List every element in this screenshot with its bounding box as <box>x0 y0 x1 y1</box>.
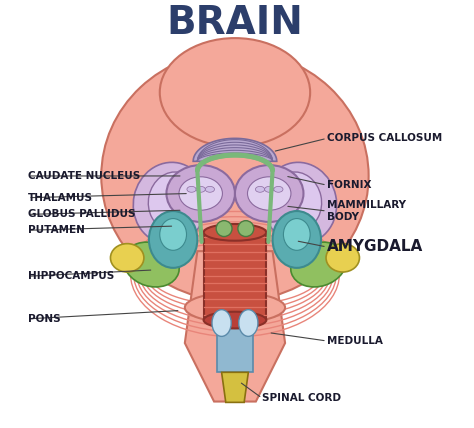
Ellipse shape <box>283 219 310 250</box>
Ellipse shape <box>263 162 337 244</box>
Polygon shape <box>218 320 253 372</box>
Ellipse shape <box>204 312 266 328</box>
Polygon shape <box>185 251 285 401</box>
Text: THALAMUS: THALAMUS <box>28 193 93 203</box>
Ellipse shape <box>247 177 291 210</box>
Ellipse shape <box>148 172 199 230</box>
Text: CAUDATE NUCLEUS: CAUDATE NUCLEUS <box>28 171 140 181</box>
Ellipse shape <box>239 309 258 336</box>
Ellipse shape <box>271 172 322 230</box>
Ellipse shape <box>187 187 196 192</box>
Ellipse shape <box>255 187 264 192</box>
Ellipse shape <box>101 51 369 301</box>
Ellipse shape <box>212 309 231 336</box>
Ellipse shape <box>274 187 283 192</box>
Text: MAMMILLARY
BODY: MAMMILLARY BODY <box>327 200 406 222</box>
Text: HIPPOCAMPUS: HIPPOCAMPUS <box>28 271 114 281</box>
Ellipse shape <box>235 165 303 222</box>
Ellipse shape <box>204 224 266 241</box>
Text: SPINAL CORD: SPINAL CORD <box>262 393 341 403</box>
Ellipse shape <box>185 292 285 323</box>
Ellipse shape <box>110 244 144 272</box>
Text: AMYGDALA: AMYGDALA <box>327 240 423 255</box>
Ellipse shape <box>133 162 207 244</box>
Text: FORNIX: FORNIX <box>327 180 371 190</box>
Ellipse shape <box>291 242 346 287</box>
Ellipse shape <box>326 244 359 272</box>
Polygon shape <box>221 372 248 402</box>
Ellipse shape <box>273 211 321 268</box>
Text: CORPUS CALLOSUM: CORPUS CALLOSUM <box>327 134 442 143</box>
Ellipse shape <box>238 221 254 237</box>
Text: GLOBUS PALLIDUS: GLOBUS PALLIDUS <box>28 209 136 220</box>
Polygon shape <box>204 232 266 320</box>
Ellipse shape <box>216 221 232 237</box>
Text: PUTAMEN: PUTAMEN <box>28 225 85 235</box>
Ellipse shape <box>124 242 179 287</box>
Text: PONS: PONS <box>28 314 61 324</box>
Text: MEDULLA: MEDULLA <box>327 336 383 346</box>
Ellipse shape <box>264 187 274 192</box>
Ellipse shape <box>160 38 310 147</box>
Ellipse shape <box>149 211 197 268</box>
Ellipse shape <box>179 177 222 210</box>
Polygon shape <box>193 138 277 161</box>
Ellipse shape <box>160 219 186 250</box>
Ellipse shape <box>166 165 235 222</box>
Text: BRAIN: BRAIN <box>166 4 303 42</box>
Ellipse shape <box>205 187 215 192</box>
Ellipse shape <box>196 187 205 192</box>
